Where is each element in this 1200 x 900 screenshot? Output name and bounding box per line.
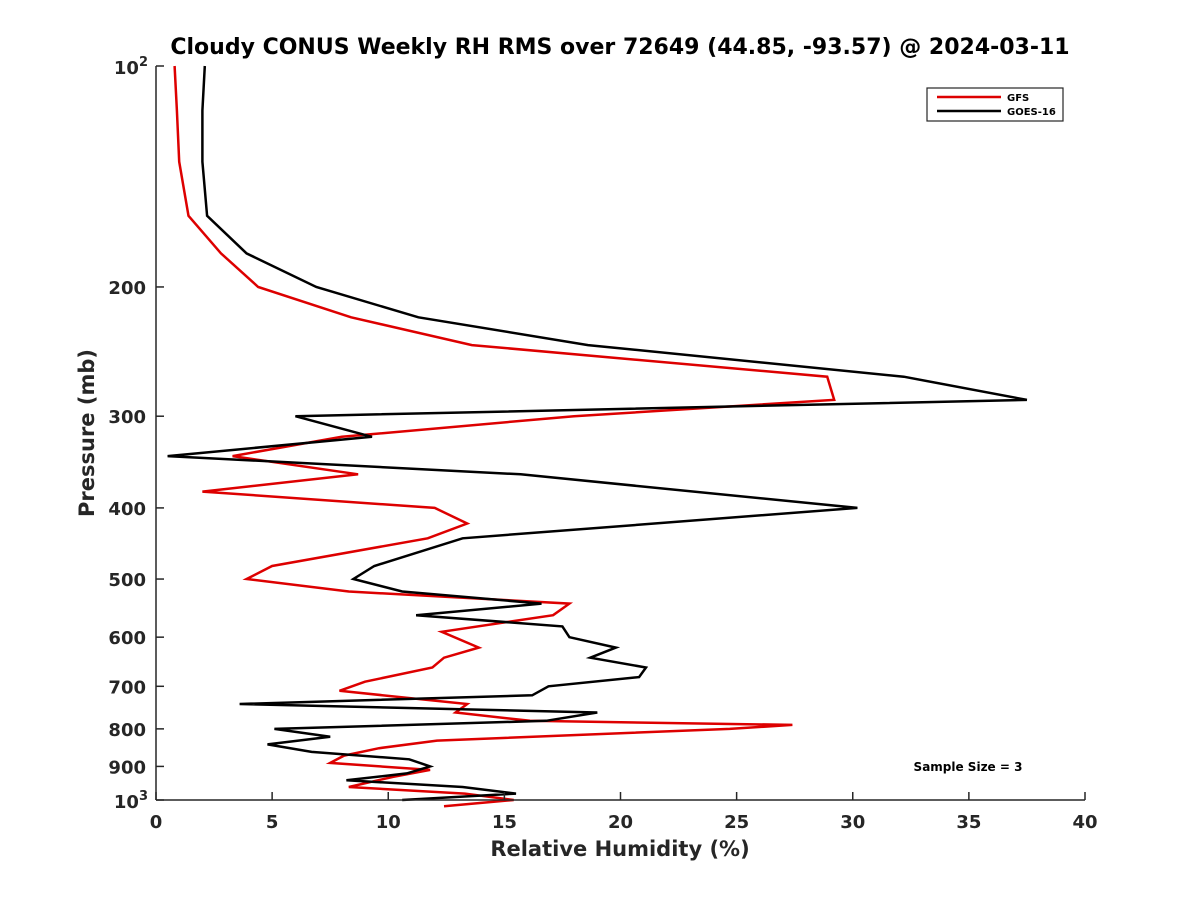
x-tick-label: 15	[492, 812, 517, 833]
y-tick-label: 600	[108, 628, 146, 649]
legend-label-gfs: GFS	[1007, 93, 1029, 104]
y-tick-label: 400	[108, 499, 146, 520]
y-tick-label: 300	[108, 407, 146, 428]
legend-label-goes16: GOES-16	[1007, 107, 1056, 118]
y-tick-label: 200	[108, 278, 146, 299]
legend: GFS GOES-16	[926, 87, 1064, 122]
x-tick-label: 5	[266, 812, 279, 833]
x-tick-label: 30	[840, 812, 865, 833]
x-tick-label: 20	[608, 812, 633, 833]
y-axis-label: Pressure (mb)	[75, 349, 99, 517]
series-layer	[167, 65, 1028, 808]
x-tick-label: 10	[376, 812, 401, 833]
x-tick-label: 0	[150, 812, 163, 833]
ticks-layer: 0 5 10 15 20 25 30 35 40 200 300 400 500 600 700 800 900…	[108, 55, 1097, 833]
series-line-goes16	[167, 65, 1028, 802]
legend-box	[926, 87, 1064, 122]
chart-title: Cloudy CONUS Weekly RH RMS over 72649 (4…	[170, 35, 1069, 60]
x-tick-label: 35	[956, 812, 981, 833]
y-tick-label: 700	[108, 677, 146, 698]
y-tick-label: 500	[108, 570, 146, 591]
x-tick-label: 25	[724, 812, 749, 833]
y-tick-label: 900	[108, 757, 146, 778]
y-tick-label-power: 102	[114, 55, 148, 79]
sample-size-annotation: Sample Size = 3	[914, 760, 1023, 774]
x-axis-label: Relative Humidity (%)	[490, 837, 749, 861]
x-tick-label: 40	[1072, 812, 1097, 833]
y-tick-label: 800	[108, 720, 146, 741]
y-tick-label-power: 103	[114, 789, 148, 813]
